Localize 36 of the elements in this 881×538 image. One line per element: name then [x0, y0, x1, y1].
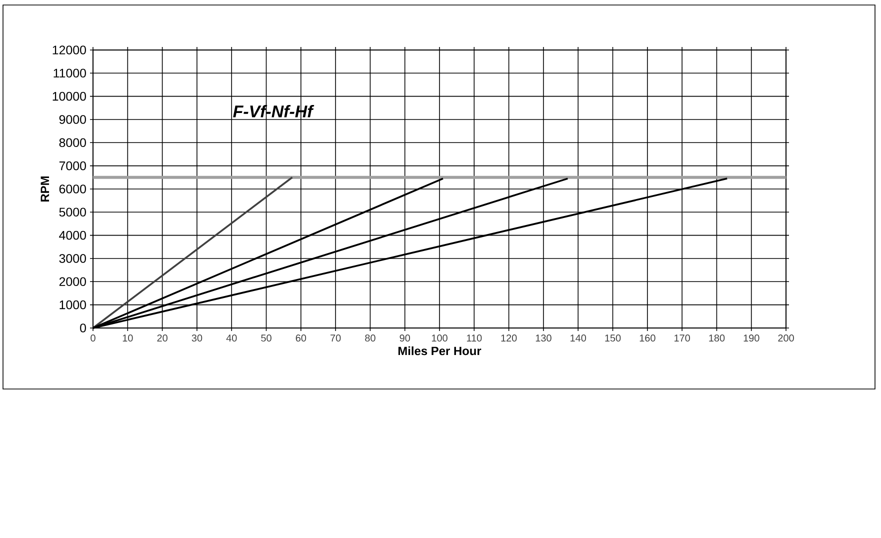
- x-tick-label: 0: [90, 334, 96, 342]
- y-tick-label: 2000: [59, 277, 86, 286]
- y-tick-label: 7000: [59, 161, 86, 170]
- x-tick-label: 190: [744, 334, 760, 342]
- y-tick-label: 0: [80, 324, 86, 332]
- x-tick-label: 160: [640, 334, 656, 342]
- y-tick-label: 10000: [52, 92, 86, 101]
- x-tick-label: 90: [400, 334, 410, 342]
- x-tick-label: 20: [157, 334, 168, 342]
- y-tick-label: 6000: [59, 184, 86, 194]
- x-tick-label: 40: [226, 334, 237, 342]
- x-tick-label: 70: [330, 334, 341, 342]
- y-tick-label: 8000: [59, 138, 86, 148]
- x-tick-label: 60: [296, 334, 306, 342]
- y-axis-title: RPM: [40, 176, 50, 202]
- x-tick-label: 50: [261, 334, 272, 342]
- x-tick-label: 110: [466, 334, 482, 342]
- y-tick-label: 11000: [54, 68, 86, 78]
- x-tick-label: 150: [605, 334, 621, 342]
- y-tick-label: 1000: [60, 300, 86, 310]
- y-tick-label: 12000: [52, 46, 86, 54]
- y-tick-label: 5000: [59, 208, 86, 217]
- x-tick-label: 200: [778, 334, 794, 342]
- x-axis-title: Miles Per Hour: [398, 346, 482, 356]
- x-tick-label: 100: [432, 334, 448, 342]
- y-tick-label: 9000: [59, 115, 86, 124]
- x-tick-label: 140: [570, 334, 586, 342]
- x-tick-label: 80: [365, 334, 376, 342]
- x-tick-label: 30: [192, 334, 202, 342]
- x-tick-label: 170: [674, 334, 690, 342]
- x-tick-label: 10: [122, 334, 133, 342]
- y-tick-label: 4000: [59, 230, 86, 240]
- x-tick-label: 120: [501, 334, 517, 342]
- x-tick-label: 130: [536, 334, 552, 342]
- y-tick-label: 3000: [59, 254, 86, 263]
- x-tick-label: 180: [709, 334, 725, 342]
